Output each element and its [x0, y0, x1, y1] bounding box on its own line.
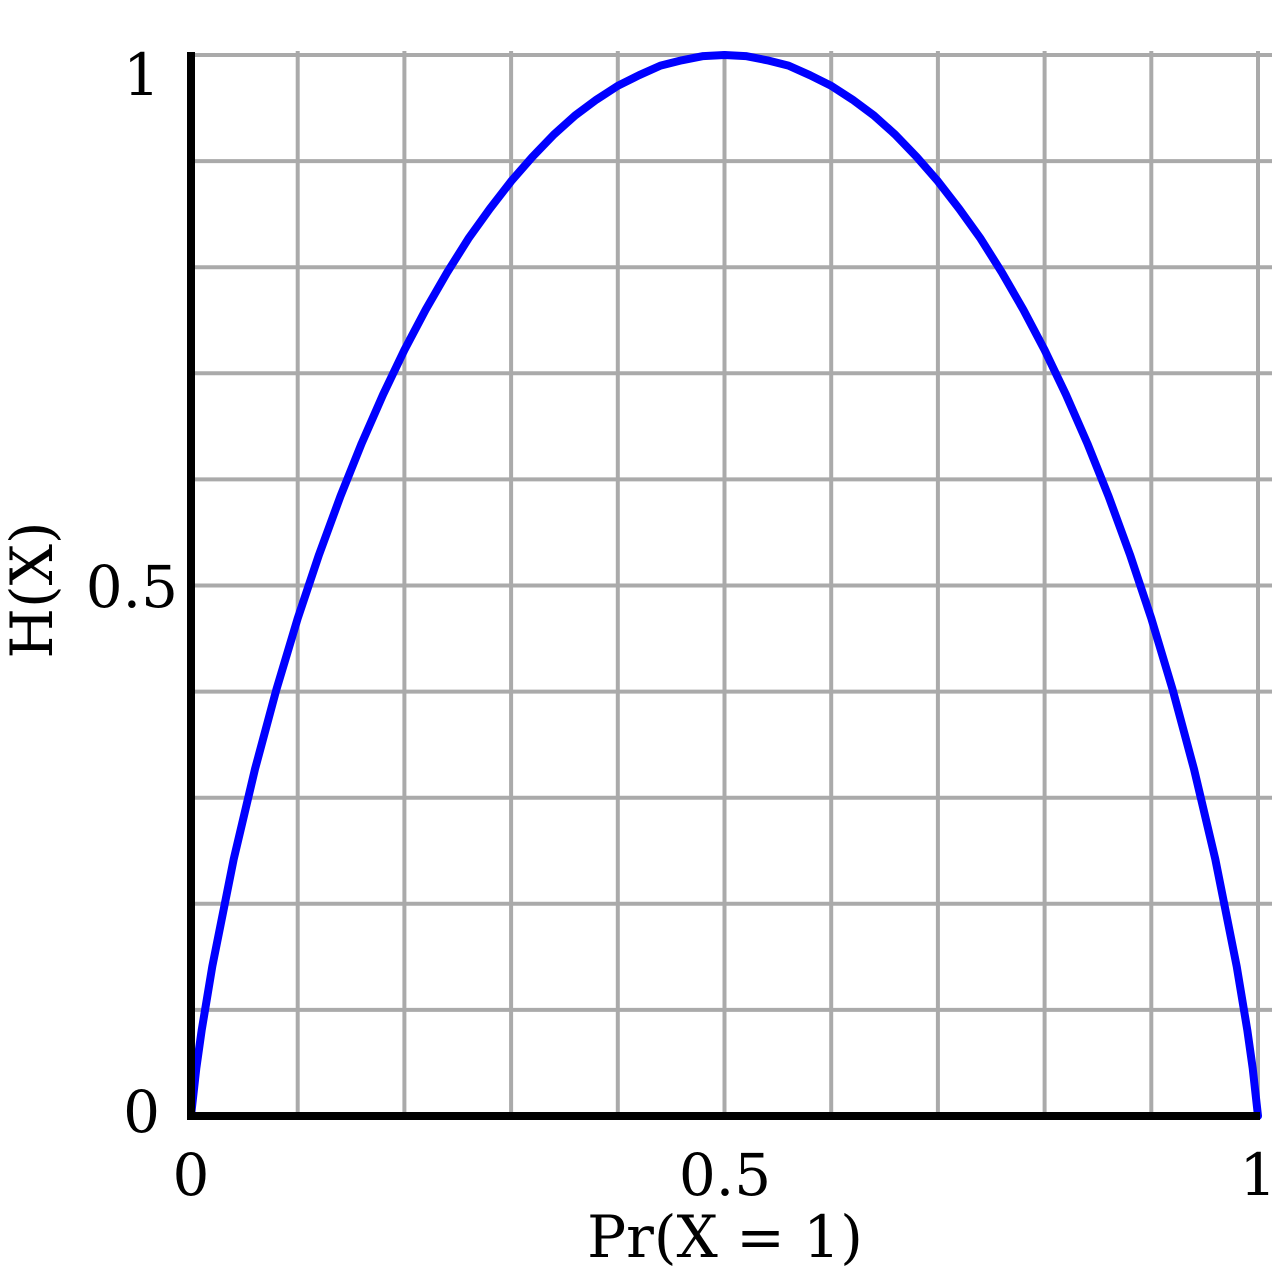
- y-tick-label-0.5: 0.5: [86, 553, 178, 621]
- grid: [191, 51, 1272, 1116]
- y-axis-label: H(X): [0, 521, 66, 658]
- x-tick-label-1: 1: [1240, 1141, 1277, 1209]
- x-tick-label-0: 0: [173, 1141, 210, 1209]
- x-axis-label: Pr(X = 1): [587, 1203, 863, 1271]
- y-tick-label-0: 0: [123, 1078, 160, 1146]
- y-tick-label-1: 1: [123, 41, 160, 109]
- entropy-curve: [187, 51, 1262, 1120]
- x-tick-label-0.5: 0.5: [679, 1141, 771, 1209]
